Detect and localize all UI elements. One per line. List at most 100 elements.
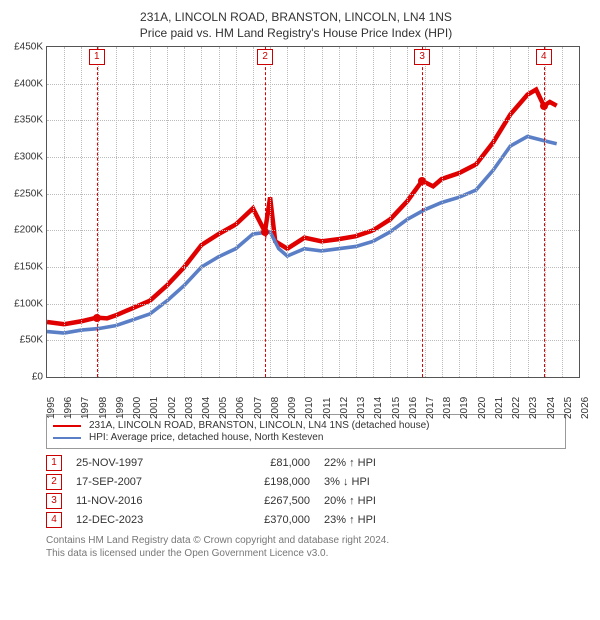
x-tick-label: 2021 [494,389,505,419]
legend-swatch [53,425,81,427]
y-gridline [47,340,579,341]
legend-swatch [53,437,81,439]
x-gridline [64,47,65,377]
x-tick-label: 1998 [98,389,109,419]
chart-area: £0£50K£100K£150K£200K£250K£300K£350K£400… [46,46,580,406]
y-tick-label: £250K [7,188,43,199]
marker-dot [261,228,269,236]
legend-item: HPI: Average price, detached house, Nort… [53,432,559,443]
x-gridline [390,47,391,377]
row-pct: 20% ↑ HPI [324,495,444,507]
x-gridline [545,47,546,377]
x-axis: 1995199619971998199920002001200220032004… [46,378,580,406]
plot-area: £0£50K£100K£150K£200K£250K£300K£350K£400… [46,46,580,378]
legend-label: HPI: Average price, detached house, Nort… [89,432,323,443]
legend-item: 231A, LINCOLN ROAD, BRANSTON, LINCOLN, L… [53,420,559,431]
marker-line [544,47,545,377]
legend-label: 231A, LINCOLN ROAD, BRANSTON, LINCOLN, L… [89,420,430,431]
x-tick-label: 2023 [528,389,539,419]
x-gridline [528,47,529,377]
chart-container: 231A, LINCOLN ROAD, BRANSTON, LINCOLN, L… [0,0,600,620]
marker-dot [540,102,548,110]
x-tick-label: 2026 [580,389,591,419]
row-number-box: 2 [46,474,62,490]
x-gridline [476,47,477,377]
x-tick-label: 2013 [356,389,367,419]
row-number-box: 3 [46,493,62,509]
row-date: 11-NOV-2016 [76,495,206,507]
x-gridline [81,47,82,377]
title-subtitle: Price paid vs. HM Land Registry's House … [8,26,584,40]
x-tick-label: 2000 [132,389,143,419]
row-date: 12-DEC-2023 [76,514,206,526]
x-gridline [493,47,494,377]
chart-lines [47,47,579,377]
marker-dot [93,314,101,322]
x-tick-label: 2012 [339,389,350,419]
x-tick-label: 1996 [63,389,74,419]
x-gridline [356,47,357,377]
y-gridline [47,230,579,231]
x-tick-label: 1995 [46,389,57,419]
row-price: £198,000 [220,476,310,488]
row-number-box: 4 [46,512,62,528]
x-tick-label: 2011 [322,389,333,419]
x-gridline [133,47,134,377]
x-gridline [562,47,563,377]
x-tick-label: 2010 [304,389,315,419]
x-gridline [373,47,374,377]
y-gridline [47,120,579,121]
row-number-box: 1 [46,455,62,471]
y-gridline [47,194,579,195]
x-tick-label: 2014 [373,389,384,419]
x-gridline [322,47,323,377]
x-tick-label: 1999 [115,389,126,419]
row-price: £370,000 [220,514,310,526]
x-tick-label: 2016 [408,389,419,419]
y-gridline [47,267,579,268]
x-gridline [304,47,305,377]
row-pct: 3% ↓ HPI [324,476,444,488]
table-row: 3 11-NOV-2016 £267,500 20% ↑ HPI [46,493,566,509]
x-tick-label: 2025 [563,389,574,419]
x-gridline [98,47,99,377]
x-gridline [407,47,408,377]
row-price: £267,500 [220,495,310,507]
table-row: 412-DEC-2023£370,00023% ↑ HPI [46,512,566,528]
x-tick-label: 2020 [477,389,488,419]
y-tick-label: £350K [7,115,43,126]
x-tick-label: 1997 [80,389,91,419]
marker-number-box: 1 [89,49,105,65]
x-tick-label: 2004 [201,389,212,419]
marker-line [97,47,98,377]
x-tick-label: 2007 [253,389,264,419]
x-tick-label: 2001 [149,389,160,419]
x-gridline [184,47,185,377]
row-date: 25-NOV-1997 [76,457,206,469]
footer-line: This data is licensed under the Open Gov… [46,547,584,560]
marker-number-box: 3 [414,49,430,65]
x-gridline [150,47,151,377]
row-price: £81,000 [220,457,310,469]
y-tick-label: £50K [7,335,43,346]
y-tick-label: £400K [7,78,43,89]
x-gridline [459,47,460,377]
marker-number-box: 4 [536,49,552,65]
x-tick-label: 2009 [287,389,298,419]
y-gridline [47,157,579,158]
marker-number-box: 2 [257,49,273,65]
y-tick-label: £200K [7,225,43,236]
title-address: 231A, LINCOLN ROAD, BRANSTON, LINCOLN, L… [8,10,584,24]
table-row: 217-SEP-2007£198,0003% ↓ HPI [46,474,566,490]
y-tick-label: £0 [7,372,43,383]
x-gridline [201,47,202,377]
x-gridline [339,47,340,377]
x-gridline [287,47,288,377]
y-tick-label: £450K [7,42,43,53]
x-tick-label: 2005 [218,389,229,419]
x-tick-label: 2006 [235,389,246,419]
legend: 231A, LINCOLN ROAD, BRANSTON, LINCOLN, L… [46,414,566,449]
y-tick-label: £150K [7,262,43,273]
marker-line [422,47,423,377]
x-tick-label: 2008 [270,389,281,419]
